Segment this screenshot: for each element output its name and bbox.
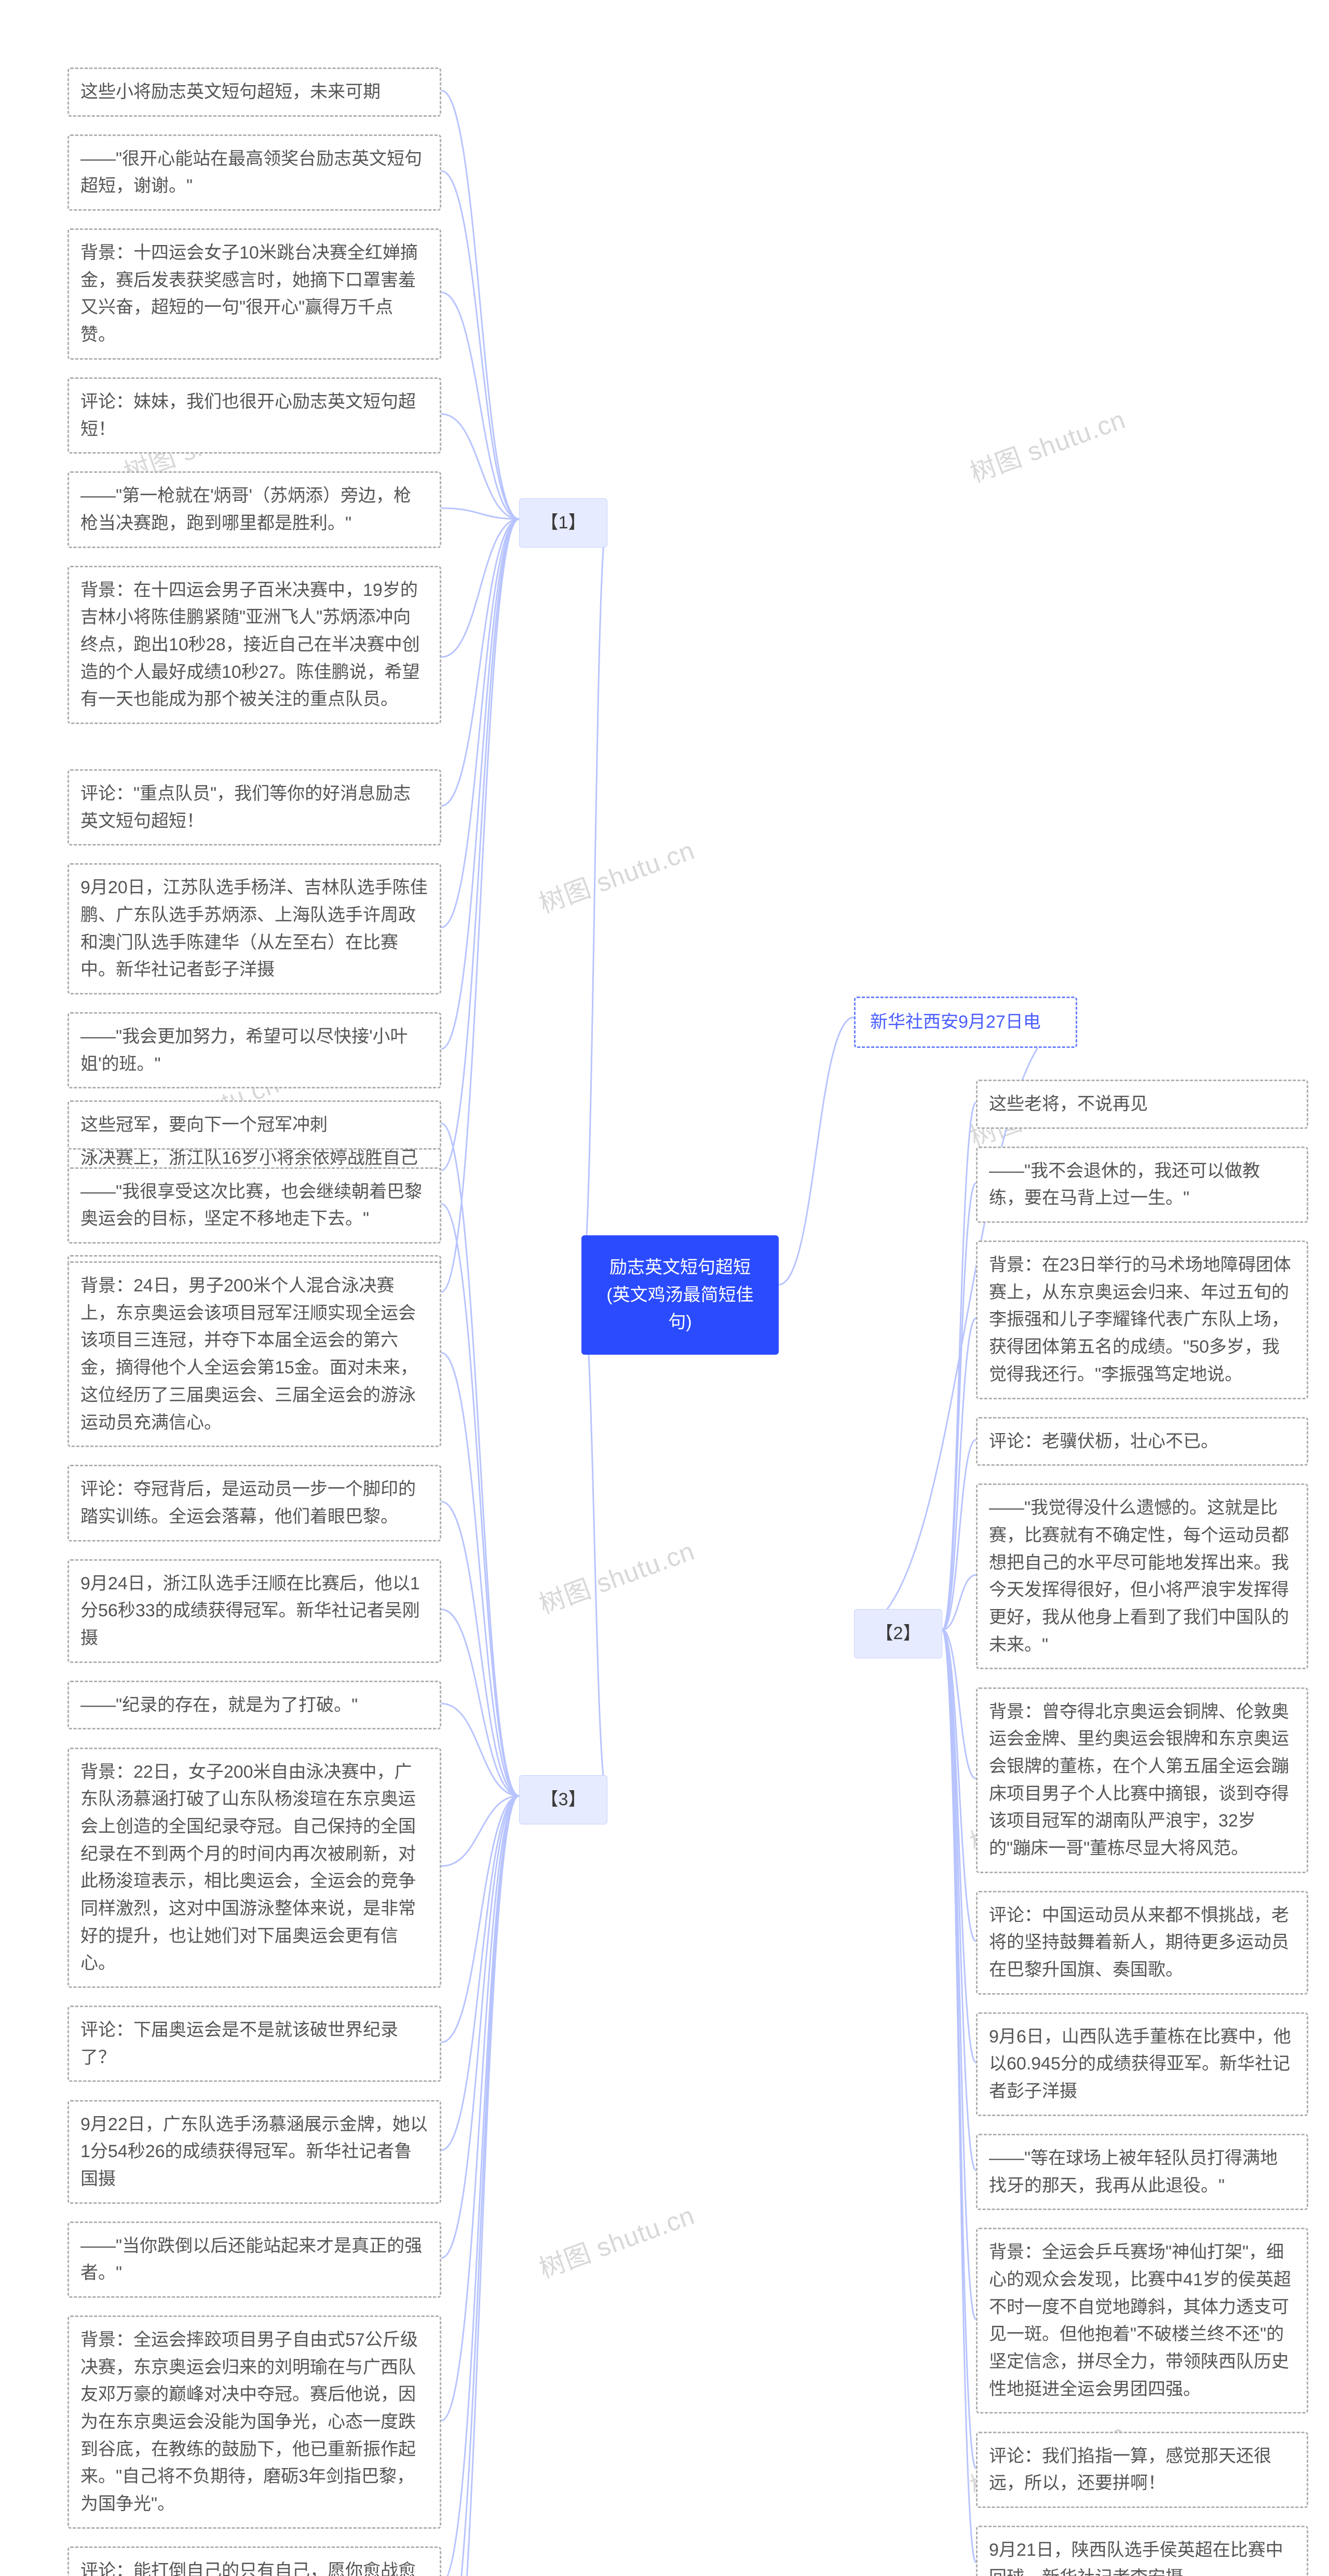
leaf-node: 9月21日，陕西队选手侯英超在比赛中回球。新华社记者李安摄	[976, 2526, 1308, 2576]
leaf-node: 9月22日，广东队选手汤慕涵展示金牌，她以1分54秒26的成绩获得冠军。新华社记…	[67, 2100, 441, 2204]
leaf-node: ——"当你跌倒以后还能站起来才是真正的强者。"	[67, 2221, 441, 2298]
watermark: 树图 shutu.cn	[533, 829, 699, 920]
leaf-node: 评论：妹妹，我们也很开心励志英文短句超短！	[67, 377, 441, 454]
watermark: 树图 shutu.cn	[533, 2195, 699, 2285]
leaf-node: 背景：十四运会女子10米跳台决赛全红婵摘金，赛后发表获奖感言时，她摘下口罩害羞又…	[67, 228, 441, 360]
leaf-node: 这些小将励志英文短句超短，未来可期	[67, 67, 441, 117]
leaf-node: 背景：22日，女子200米自由泳决赛中，广东队汤慕涵打破了山东队杨浚瑄在东京奥运…	[67, 1748, 441, 1988]
leaf-node: 9月24日，浙江队选手汪顺在比赛后，他以1分56秒33的成绩获得冠军。新华社记者…	[67, 1559, 441, 1663]
leaf-node: 评论：能打倒自己的只有自己，愿你愈战愈勇，早日圆梦奥运！	[67, 2546, 441, 2576]
leaf-node: 背景：曾夺得北京奥运会铜牌、伦敦奥运会金牌、里约奥运会银牌和东京奥运会银牌的董栋…	[976, 1687, 1308, 1873]
leaf-node: 评论：我们掐指一算，感觉那天还很远，所以，还要拼啊！	[976, 2432, 1308, 2508]
branch-right-header: 新华社西安9月27日电	[854, 997, 1077, 1048]
leaf-node: 9月6日，山西队选手董栋在比赛中，他以60.945分的成绩获得亚军。新华社记者彭…	[976, 2012, 1308, 2116]
leaf-node: ——"纪录的存在，就是为了打破。"	[67, 1681, 441, 1730]
leaf-node: 评论："重点队员"，我们等你的好消息励志英文短句超短！	[67, 769, 441, 846]
leaf-node: 背景：24日，男子200米个人混合泳决赛上，东京奥运会该项目冠军汪顺实现全运会该…	[67, 1261, 441, 1447]
leaf-node: 评论：中国运动员从来都不惧挑战，老将的坚持鼓舞着新人，期待更多运动员在巴黎升国旗…	[976, 1891, 1308, 1995]
leaf-node: 背景：全运会摔跤项目男子自由式57公斤级决赛，东京奥运会归来的刘明瑜在与广西队友…	[67, 2315, 441, 2529]
leaf-node: 评论：下届奥运会是不是就该破世界纪录了？	[67, 2006, 441, 2082]
leaf-node: 这些冠军，要向下一个冠军冲刺	[67, 1100, 441, 1150]
leaf-node: 背景：在23日举行的马术场地障碍团体赛上，从东京奥运会归来、年过五旬的李振强和儿…	[976, 1241, 1308, 1399]
leaf-node: ——"等在球场上被年轻队员打得满地找牙的那天，我再从此退役。"	[976, 2134, 1308, 2210]
leaf-node: 9月20日，江苏队选手杨洋、吉林队选手陈佳鹏、广东队选手苏炳添、上海队选手许周政…	[67, 863, 441, 994]
leaf-node: ——"我觉得没什么遗憾的。这就是比赛，比赛就有不确定性，每个运动员都想把自己的水…	[976, 1483, 1308, 1669]
branch-1: 【1】	[519, 498, 607, 548]
watermark: 树图 shutu.cn	[533, 1530, 699, 1621]
leaf-node: 评论：老骥伏枥，壮心不已。	[976, 1417, 1308, 1466]
watermark: 树图 shutu.cn	[964, 399, 1130, 489]
leaf-node: ——"第一枪就在'炳哥'（苏炳添）旁边，枪枪当决赛跑，跑到哪里都是胜利。"	[67, 471, 441, 548]
leaf-node: ——"我不会退休的，我还可以做教练，要在马背上过一生。"	[976, 1147, 1308, 1223]
leaf-node: 背景：在十四运会男子百米决赛中，19岁的吉林小将陈佳鹏紧随"亚洲飞人"苏炳添冲向…	[67, 566, 441, 724]
center-node: 励志英文短句超短(英文鸡汤最简短佳句)	[581, 1235, 779, 1355]
branch-3: 【3】	[519, 1775, 607, 1824]
leaf-node: 评论：夺冠背后，是运动员一步一个脚印的踏实训练。全运会落幕，他们着眼巴黎。	[67, 1465, 441, 1541]
leaf-node: ——"我会更加努力，希望可以尽快接'小叶姐'的班。"	[67, 1012, 441, 1088]
leaf-node: ——"我很享受这次比赛，也会继续朝着巴黎奥运会的目标，坚定不移地走下去。"	[67, 1167, 441, 1244]
leaf-node: 背景：全运会乒乓赛场"神仙打架"，细心的观众会发现，比赛中41岁的侯英超不时一度…	[976, 2228, 1308, 2414]
leaf-node: 这些老将，不说再见	[976, 1080, 1308, 1129]
branch-2: 【2】	[854, 1609, 942, 1658]
leaf-node: ——"很开心能站在最高领奖台励志英文短句超短，谢谢。"	[67, 134, 441, 211]
